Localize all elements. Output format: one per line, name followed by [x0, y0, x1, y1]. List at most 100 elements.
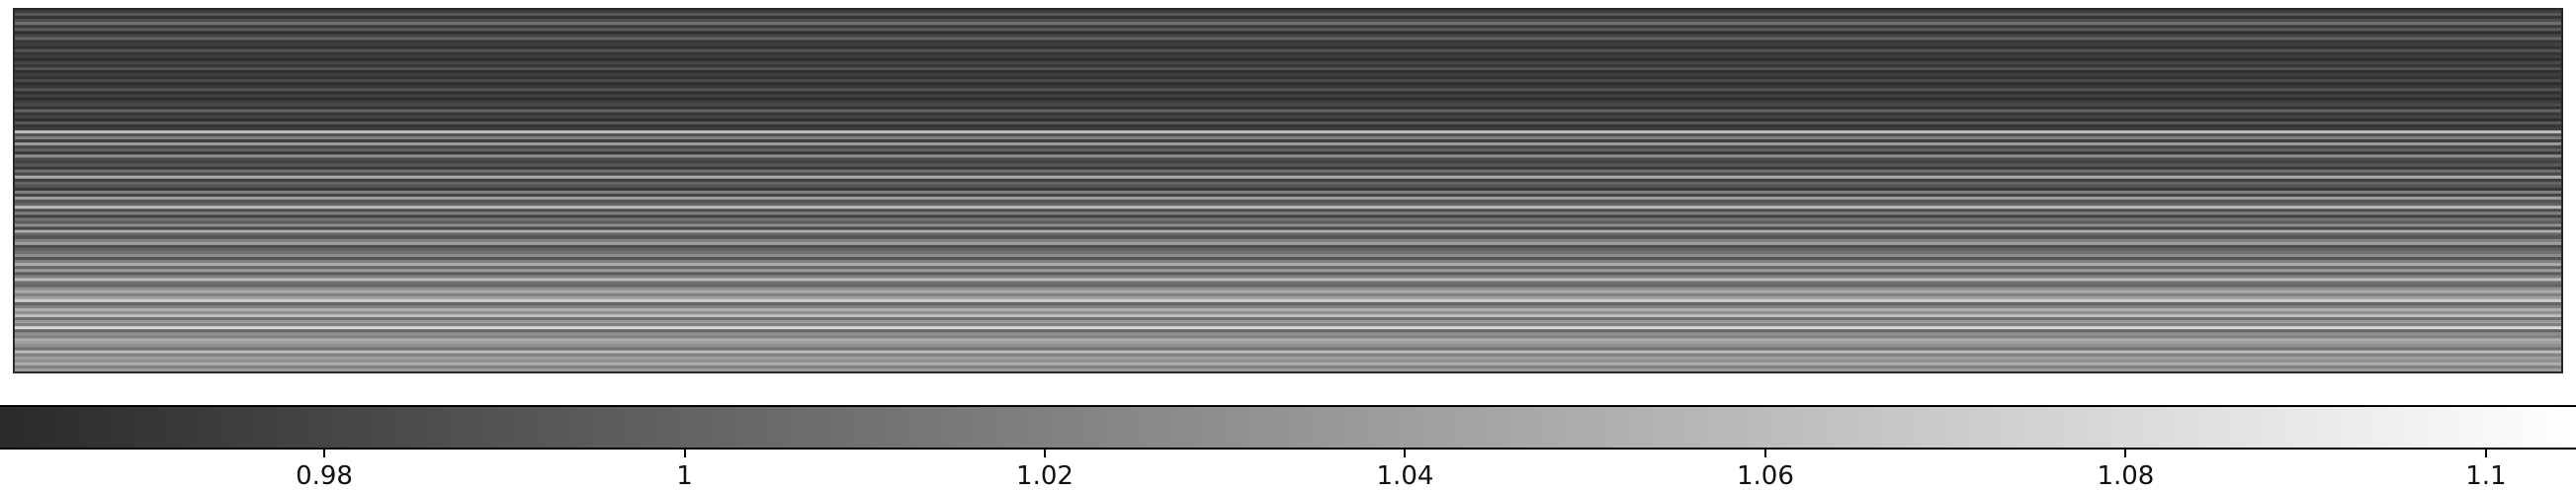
image-row — [15, 272, 2561, 276]
image-row — [15, 320, 2561, 324]
image-row — [15, 51, 2561, 55]
image-row — [15, 289, 2561, 293]
image-row — [15, 347, 2561, 351]
image-row — [15, 194, 2561, 198]
image-row — [15, 82, 2561, 86]
colorbar-tick-mark — [1763, 450, 1766, 457]
image-row — [15, 42, 2561, 46]
image-row — [15, 263, 2561, 267]
image-row — [15, 34, 2561, 38]
image-row — [15, 211, 2561, 215]
image-row — [15, 63, 2561, 68]
image-row — [15, 91, 2561, 95]
image-row — [15, 191, 2561, 195]
image-row — [15, 301, 2561, 306]
image-row — [15, 157, 2561, 161]
image-row — [15, 70, 2561, 74]
image-row — [15, 57, 2561, 62]
image-row — [15, 235, 2561, 239]
colorbar-tick-mark — [323, 450, 326, 457]
image-row — [15, 241, 2561, 246]
image-row — [15, 148, 2561, 152]
image-row — [15, 353, 2561, 357]
colorbar-tick-mark — [1043, 450, 1046, 457]
image-row — [15, 31, 2561, 35]
image-row — [15, 247, 2561, 252]
image-row — [15, 341, 2561, 345]
colorbar-tick-label: 1 — [676, 461, 693, 491]
image-row — [15, 181, 2561, 186]
image-row — [15, 160, 2561, 164]
image-row — [15, 76, 2561, 80]
image-row — [15, 66, 2561, 71]
image-row — [15, 251, 2561, 255]
image-row — [15, 232, 2561, 236]
image-row — [15, 184, 2561, 189]
image-row — [15, 295, 2561, 299]
image-row — [15, 257, 2561, 261]
image-row — [15, 226, 2561, 230]
image-row — [15, 275, 2561, 279]
image-row — [15, 97, 2561, 101]
image-row — [15, 79, 2561, 83]
image-row — [15, 166, 2561, 170]
image-row — [15, 19, 2561, 23]
image-row — [15, 73, 2561, 77]
colorbar-tick-mark — [2484, 450, 2487, 457]
image-row — [15, 317, 2561, 321]
image-row — [15, 54, 2561, 58]
colorbar-tick-label: 1.06 — [1736, 461, 1794, 491]
image-row — [15, 175, 2561, 179]
image-row — [15, 220, 2561, 224]
image-row — [15, 112, 2561, 116]
image-row — [15, 365, 2561, 369]
image-row — [15, 142, 2561, 146]
colorbar-axis: 0.98 1 1.02 1.04 1.06 1.08 1.1 — [0, 450, 2576, 492]
image-row — [15, 106, 2561, 110]
colorbar-tick-label: 0.98 — [296, 461, 353, 491]
colorbar-tick-label: 1.02 — [1016, 461, 1073, 491]
image-row — [15, 126, 2561, 131]
image-row — [15, 100, 2561, 104]
colorbar-tick-mark — [2124, 450, 2127, 457]
image-row — [15, 326, 2561, 330]
image-row — [15, 244, 2561, 249]
image-row — [15, 314, 2561, 318]
image-row — [15, 292, 2561, 296]
colorbar-tick-mark — [683, 450, 686, 457]
image-row — [15, 356, 2561, 360]
image-row — [15, 323, 2561, 327]
image-row — [15, 200, 2561, 204]
image-row — [15, 203, 2561, 206]
image-row — [15, 154, 2561, 158]
image-row — [15, 238, 2561, 243]
image-row — [15, 208, 2561, 212]
image-row — [15, 16, 2561, 20]
image-row — [15, 254, 2561, 258]
image-row — [15, 45, 2561, 49]
image-row — [15, 359, 2561, 364]
colorbar-tick-label: 1.04 — [1376, 461, 1434, 491]
image-row — [15, 266, 2561, 270]
image-row — [15, 13, 2561, 17]
image-row — [15, 130, 2561, 134]
image-row — [15, 123, 2561, 128]
stripe-image — [15, 10, 2561, 371]
image-row — [15, 311, 2561, 315]
image-row — [15, 281, 2561, 285]
image-row — [15, 298, 2561, 303]
image-row — [15, 229, 2561, 233]
image-row — [15, 187, 2561, 192]
stripe-image-panel — [13, 8, 2563, 373]
image-row — [15, 217, 2561, 221]
colorbar-tick-label: 1.08 — [2097, 461, 2155, 491]
image-row — [15, 136, 2561, 140]
image-row — [15, 178, 2561, 183]
image-row — [15, 118, 2561, 123]
image-row — [15, 172, 2561, 176]
image-row — [15, 260, 2561, 264]
image-row — [15, 94, 2561, 98]
image-row — [15, 103, 2561, 107]
image-row — [15, 151, 2561, 155]
colorbar-tick-label: 1.1 — [2465, 461, 2507, 491]
